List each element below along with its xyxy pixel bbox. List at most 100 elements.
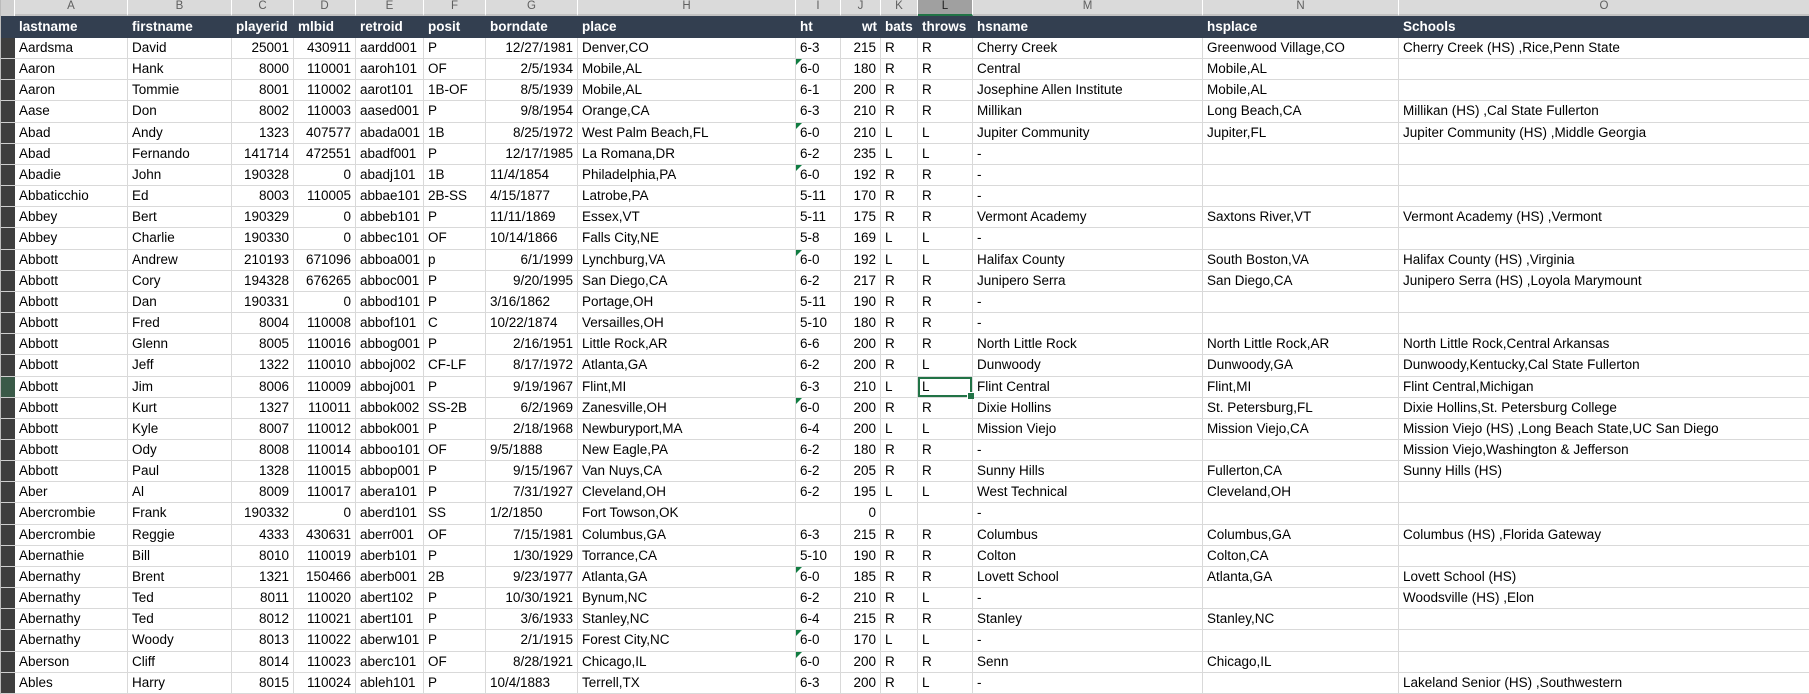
cell-ht[interactable]: 6-3	[796, 524, 841, 546]
cell-lastname[interactable]: Abbott	[15, 270, 128, 292]
cell-firstname[interactable]: Woody	[128, 630, 232, 652]
cell-bats[interactable]: R	[881, 101, 918, 123]
cell-ht[interactable]: 6-3	[796, 376, 841, 398]
cell-posit[interactable]: CF-LF	[424, 355, 486, 377]
cell-borndate[interactable]: 10/22/1874	[486, 313, 578, 335]
cell-borndate[interactable]: 10/14/1866	[486, 228, 578, 250]
cell-playerid[interactable]: 8004	[232, 313, 294, 335]
row-header-stub[interactable]	[1, 439, 15, 462]
cell-firstname[interactable]: Glenn	[128, 334, 232, 356]
cell-retroid[interactable]: abbae101	[356, 186, 424, 208]
cell-posit[interactable]: P	[424, 630, 486, 652]
cell-hsname[interactable]: Sunny Hills	[973, 461, 1203, 483]
cell-retroid[interactable]: abboj002	[356, 355, 424, 377]
cell-playerid[interactable]: 190331	[232, 291, 294, 314]
cell-throws[interactable]: L	[918, 482, 973, 504]
cell-hsname[interactable]: -	[973, 291, 1203, 314]
field-header-borndate[interactable]: borndate	[490, 19, 548, 34]
cell-wt[interactable]: 205	[841, 461, 881, 483]
cell-bats[interactable]: R	[881, 59, 918, 81]
cell-wt[interactable]: 200	[841, 418, 881, 440]
cell-hsname[interactable]: -	[973, 186, 1203, 208]
cell-ht[interactable]: 6-2	[796, 143, 841, 165]
cell-posit[interactable]: P	[424, 545, 486, 567]
row-header-stub[interactable]	[1, 313, 15, 335]
cell-hsname[interactable]: Halifax County	[973, 249, 1203, 271]
cell-posit[interactable]: P	[424, 334, 486, 356]
cell-mlbid[interactable]: 110008	[294, 313, 356, 335]
cell-hsname[interactable]: Flint Central	[973, 376, 1203, 398]
cell-playerid[interactable]: 8002	[232, 101, 294, 123]
cell-throws[interactable]: R	[918, 270, 973, 292]
cell-mlbid[interactable]: 110002	[294, 80, 356, 102]
cell-wt[interactable]: 210	[841, 588, 881, 610]
cell-Schools[interactable]: North Little Rock,Central Arkansas	[1399, 334, 1809, 356]
cell-place[interactable]: Fort Towson,OK	[578, 503, 796, 525]
cell-bats[interactable]: R	[881, 207, 918, 229]
cell-Schools[interactable]: Halifax County (HS) ,Virginia	[1399, 250, 1809, 271]
row-header-stub[interactable]	[1, 418, 15, 440]
cell-place[interactable]: Columbus,GA	[578, 524, 796, 546]
cell-borndate[interactable]: 2/5/1934	[486, 59, 578, 81]
cell-Schools[interactable]: Mission Viejo (HS) ,Long Beach State,UC …	[1399, 419, 1809, 440]
cell-firstname[interactable]: Frank	[128, 503, 232, 525]
cell-Schools[interactable]: Lakeland Senior (HS) ,Southwestern	[1399, 673, 1809, 694]
cell-firstname[interactable]: Andrew	[128, 249, 232, 271]
cell-borndate[interactable]: 12/17/1985	[486, 143, 578, 165]
cell-place[interactable]: Falls City,NE	[578, 228, 796, 250]
cell-playerid[interactable]: 8003	[232, 186, 294, 208]
cell-mlbid[interactable]: 110023	[294, 651, 356, 673]
cell-ht[interactable]: 6-3	[796, 38, 841, 60]
cell-hsplace[interactable]: Stanley,NC	[1203, 609, 1399, 631]
cell-firstname[interactable]: Cory	[128, 270, 232, 292]
cell-mlbid[interactable]: 150466	[294, 566, 356, 589]
row-header-stub[interactable]	[1, 186, 15, 208]
cell-firstname[interactable]: Charlie	[128, 228, 232, 250]
field-header-playerid[interactable]: playerid	[236, 19, 288, 34]
row-header-stub[interactable]	[1, 355, 15, 377]
row-header-stub[interactable]	[1, 270, 15, 292]
cell-wt[interactable]: 185	[841, 566, 881, 589]
cell-ht[interactable]: 6-0	[796, 566, 841, 589]
cell-lastname[interactable]: Aberson	[15, 651, 128, 673]
cell-wt[interactable]: 180	[841, 59, 881, 81]
row-header-stub[interactable]	[1, 672, 15, 694]
cell-wt[interactable]: 169	[841, 228, 881, 250]
field-header-hsplace[interactable]: hsplace	[1207, 19, 1258, 34]
field-header-wt[interactable]: wt	[862, 19, 877, 34]
cell-hsplace[interactable]: Cleveland,OH	[1203, 482, 1399, 504]
row-header-stub[interactable]	[1, 376, 15, 398]
cell-Schools[interactable]: Mission Viejo,Washington & Jefferson	[1399, 440, 1809, 462]
cell-Schools[interactable]	[1399, 80, 1809, 102]
cell-playerid[interactable]: 8010	[232, 545, 294, 567]
cell-wt[interactable]: 200	[841, 651, 881, 673]
row-header-stub[interactable]	[1, 59, 15, 81]
cell-place[interactable]: Orange,CA	[578, 101, 796, 123]
cell-wt[interactable]: 170	[841, 630, 881, 652]
cell-mlbid[interactable]: 110024	[294, 672, 356, 694]
cell-lastname[interactable]: Abbott	[15, 291, 128, 314]
cell-retroid[interactable]: abbop001	[356, 461, 424, 483]
cell-mlbid[interactable]: 671096	[294, 249, 356, 271]
cell-hsplace[interactable]: San Diego,CA	[1203, 270, 1399, 292]
cell-hsplace[interactable]	[1203, 291, 1399, 314]
cell-firstname[interactable]: Tommie	[128, 80, 232, 102]
cell-throws[interactable]: L	[918, 228, 973, 250]
cell-place[interactable]: Chicago,IL	[578, 651, 796, 673]
cell-throws[interactable]: R	[918, 80, 973, 102]
cell-ht[interactable]	[796, 503, 841, 525]
cell-borndate[interactable]: 9/5/1888	[486, 439, 578, 462]
field-header-posit[interactable]: posit	[428, 19, 461, 34]
cell-bats[interactable]: L	[881, 122, 918, 144]
cell-bats[interactable]: R	[881, 164, 918, 187]
cell-retroid[interactable]: abbeb101	[356, 207, 424, 229]
cell-retroid[interactable]: aberr001	[356, 524, 424, 546]
cell-borndate[interactable]: 2/1/1915	[486, 630, 578, 652]
cell-hsplace[interactable]: Mission Viejo,CA	[1203, 418, 1399, 440]
cell-lastname[interactable]: Abernathy	[15, 566, 128, 589]
cell-bats[interactable]: R	[881, 355, 918, 377]
cell-place[interactable]: Torrance,CA	[578, 545, 796, 567]
cell-ht[interactable]: 6-3	[796, 101, 841, 123]
field-header-throws[interactable]: throws	[922, 19, 967, 34]
cell-lastname[interactable]: Abernathie	[15, 545, 128, 567]
